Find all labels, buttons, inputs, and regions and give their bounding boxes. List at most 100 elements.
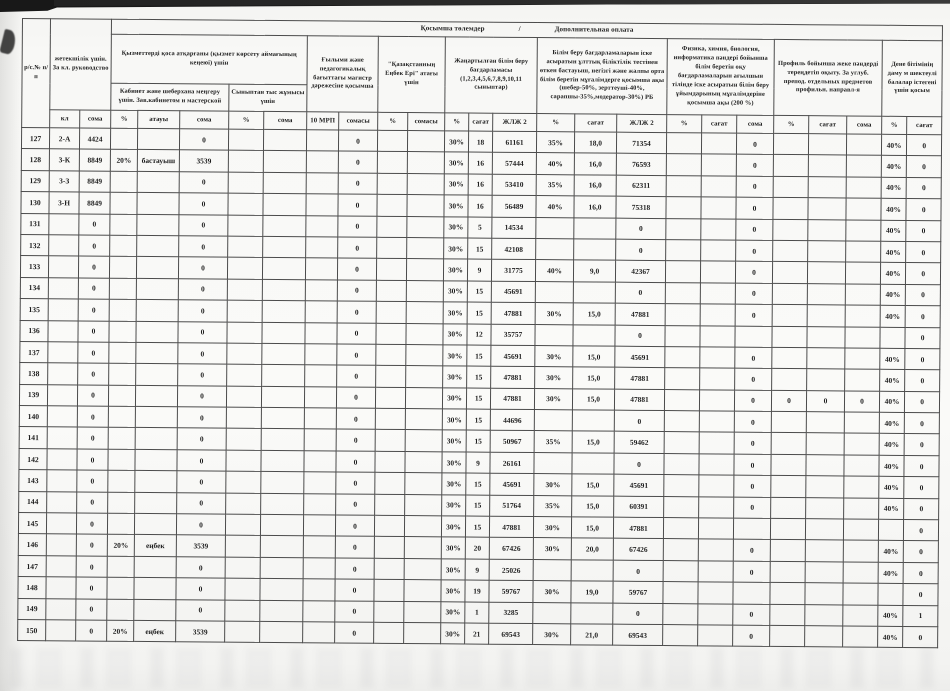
header-updated-program: Жаңартылған білім беру бағдарламасы (1,2…	[444, 36, 538, 114]
data-cell	[136, 235, 179, 258]
row-number-cell: 130	[20, 191, 50, 214]
data-cell	[133, 598, 176, 621]
data-cell	[136, 256, 179, 279]
data-cell: 16,0	[574, 153, 617, 175]
data-cell: 8849	[79, 149, 111, 171]
data-cell	[47, 405, 78, 428]
data-cell: 40%	[879, 412, 905, 434]
data-cell: 15	[465, 473, 490, 495]
data-cell: 0	[336, 429, 376, 452]
row-number-cell: 138	[19, 362, 48, 385]
data-cell	[228, 129, 264, 151]
data-cell: 0	[904, 433, 940, 456]
subheader: ЖЛЖ 2	[616, 114, 667, 133]
data-cell	[662, 603, 698, 625]
data-cell	[135, 342, 178, 365]
data-cell: 30%	[442, 408, 467, 431]
data-cell: 35%	[534, 431, 573, 453]
data-cell	[878, 519, 904, 541]
data-cell	[228, 171, 264, 194]
data-cell	[404, 515, 442, 538]
data-cell	[405, 344, 443, 367]
data-cell	[842, 583, 879, 605]
data-cell	[701, 154, 737, 176]
data-cell	[665, 239, 701, 262]
data-cell: 15	[466, 387, 491, 410]
data-cell: 4424	[79, 127, 111, 150]
subheader: %	[881, 116, 907, 135]
data-cell	[846, 133, 882, 156]
row-number-cell: 133	[20, 255, 49, 278]
data-cell: 35757	[490, 323, 536, 346]
data-cell	[805, 561, 844, 584]
data-cell	[45, 576, 77, 599]
row-number-cell: 147	[18, 555, 47, 577]
data-cell: 0	[736, 175, 774, 198]
subheader: сома	[263, 111, 307, 130]
data-cell	[771, 411, 807, 434]
data-cell: 0	[903, 455, 940, 477]
page-bleedthrough	[10, 648, 940, 688]
data-cell: 0	[733, 496, 771, 519]
data-cell: 30%	[533, 537, 572, 560]
data-cell: 9	[467, 259, 492, 281]
data-cell	[376, 301, 407, 324]
data-cell	[108, 406, 136, 428]
data-cell: 0	[615, 239, 666, 261]
data-cell: 60391	[613, 495, 664, 518]
data-cell: 0	[176, 556, 226, 579]
data-cell	[570, 602, 613, 625]
data-cell: 0	[78, 299, 110, 321]
data-cell	[573, 217, 616, 240]
data-cell	[108, 320, 137, 343]
data-cell: 0	[732, 625, 770, 647]
data-cell	[699, 325, 736, 348]
data-cell: 12	[466, 323, 492, 346]
data-cell	[227, 214, 263, 237]
data-cell	[770, 454, 807, 476]
row-number-cell: 135	[20, 298, 49, 321]
data-cell	[663, 517, 699, 540]
data-cell: 0	[614, 324, 666, 347]
data-cell	[227, 236, 263, 258]
data-cell	[845, 219, 881, 242]
data-cell	[47, 341, 78, 364]
data-cell: 40%	[880, 241, 906, 263]
data-cell: 0	[178, 214, 228, 237]
data-cell: 40%	[878, 540, 904, 563]
data-cell	[733, 518, 771, 540]
data-cell	[405, 323, 444, 345]
data-cell	[535, 281, 574, 303]
row-number-cell: 141	[19, 426, 48, 449]
data-cell	[46, 491, 77, 513]
data-cell	[224, 599, 260, 622]
subheader: сағат	[468, 113, 493, 132]
data-cell: 30%	[532, 623, 571, 646]
data-cell	[846, 155, 882, 178]
subheader: сағат	[808, 115, 847, 134]
row-number-cell: 129	[21, 170, 50, 192]
data-cell: 5	[467, 216, 492, 239]
subheader: %	[444, 112, 469, 132]
data-cell	[806, 347, 845, 370]
subheader: атауы	[137, 110, 180, 129]
data-cell: 3-Н	[48, 191, 80, 214]
data-cell	[304, 343, 337, 366]
data-cell: 0	[735, 261, 773, 284]
data-cell: 15,0	[572, 431, 615, 454]
data-cell: 35%	[536, 131, 575, 154]
row-number-cell: 127	[21, 127, 50, 150]
data-cell	[106, 577, 135, 599]
data-cell	[261, 407, 305, 430]
data-cell: 40%	[881, 177, 907, 199]
data-cell: 0	[615, 281, 666, 304]
data-cell	[666, 175, 702, 198]
data-cell	[263, 129, 307, 152]
data-cell	[263, 150, 307, 173]
data-cell: 40%	[880, 262, 906, 285]
subheader: сомасы	[338, 111, 378, 131]
data-cell	[771, 347, 807, 369]
data-cell: бастауыш	[137, 149, 180, 172]
data-cell: 0	[75, 619, 107, 642]
data-cell	[772, 261, 808, 284]
